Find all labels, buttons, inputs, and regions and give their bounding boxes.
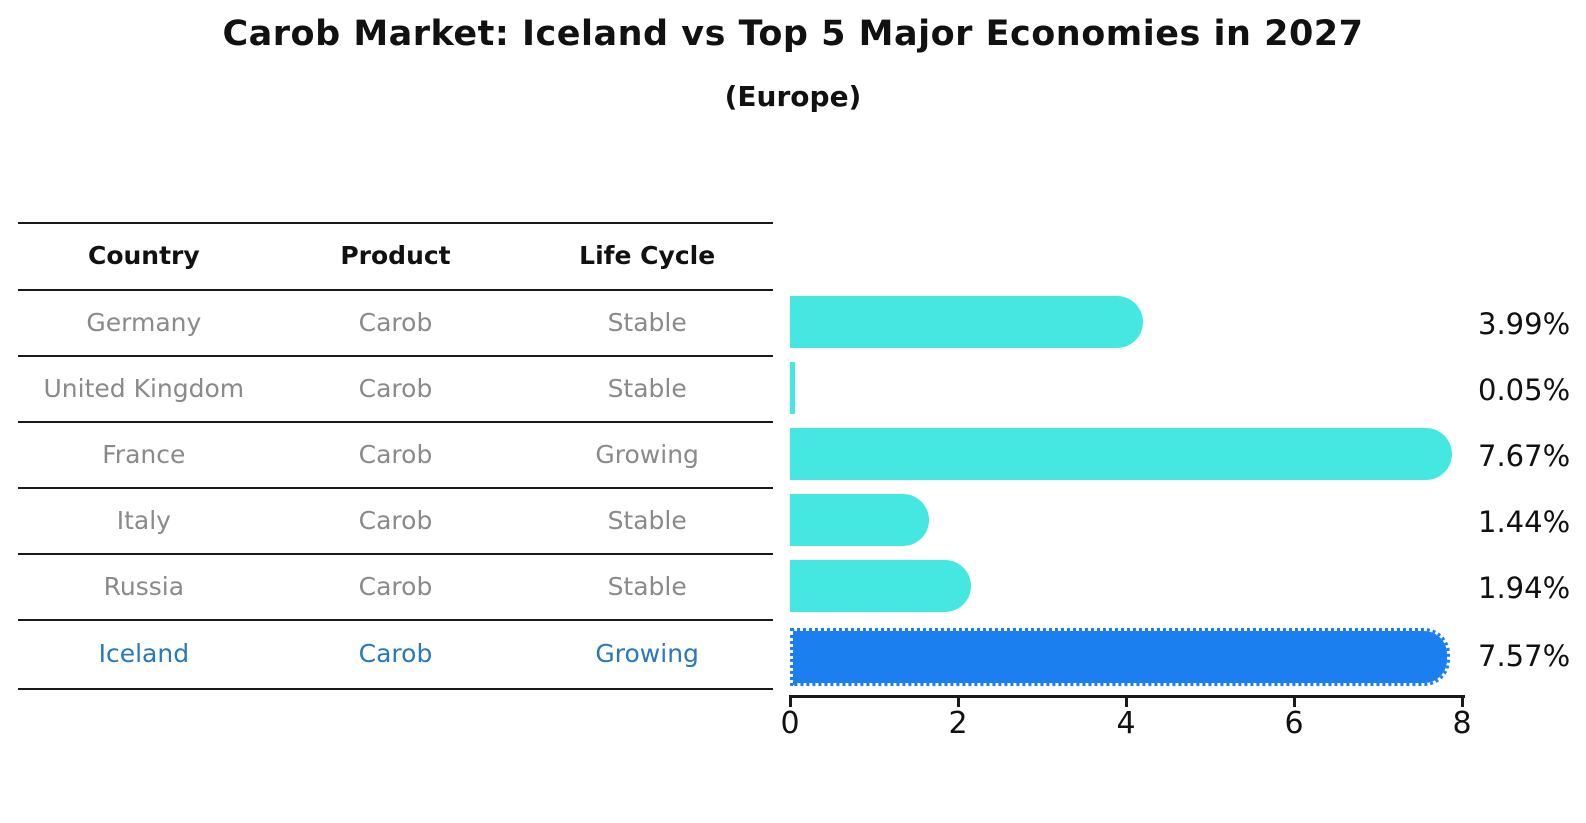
table-rule (18, 222, 773, 224)
cell-life_cycle: Stable (607, 505, 687, 535)
cell-product: Carob (358, 439, 433, 469)
cell-life_cycle: Stable (607, 307, 687, 337)
table-rule (18, 619, 773, 621)
bar-russia (790, 560, 971, 612)
value-label-iceland: 7.57% (1478, 639, 1571, 673)
cell-product: Carob (358, 373, 433, 403)
table-row-germany: Germany Carob Stable (18, 289, 773, 355)
cell-life_cycle: Growing (595, 439, 699, 469)
value-label-russia: 1.94% (1478, 571, 1571, 605)
table-rule (18, 688, 773, 690)
chart-subtitle: (Europe) (724, 80, 862, 113)
x-axis-tick (789, 695, 792, 707)
cell-country: Germany (86, 307, 202, 337)
value-label-italy: 1.44% (1478, 505, 1571, 539)
x-axis-tick (1293, 695, 1296, 707)
value-label-united-kingdom: 0.05% (1478, 373, 1571, 407)
table-header-country: Country (87, 241, 200, 270)
table-header-life-cycle: Life Cycle (579, 241, 716, 270)
x-axis-ticklabel: 2 (948, 706, 968, 741)
bar-iceland (790, 628, 1450, 686)
table-rule (18, 289, 773, 291)
x-axis-tick (1125, 695, 1128, 707)
cell-country: Russia (103, 571, 185, 601)
table-header-product: Product (340, 241, 451, 270)
table-row-iceland: Iceland Carob Growing (18, 619, 773, 688)
cell-product: Carob (358, 505, 433, 535)
cell-product: Carob (358, 307, 433, 337)
cell-country: Italy (116, 505, 171, 535)
table-row-italy: Italy Carob Stable (18, 487, 773, 553)
value-label-france: 7.67% (1478, 439, 1571, 473)
table-header-row: Country Product Life Cycle (18, 222, 773, 289)
bar-italy (790, 494, 929, 546)
x-axis-ticklabel: 6 (1284, 706, 1304, 741)
table-rule (18, 487, 773, 489)
cell-product: Carob (358, 639, 433, 668)
cell-life_cycle: Stable (607, 571, 687, 601)
x-axis-ticklabel: 4 (1116, 706, 1136, 741)
cell-product: Carob (358, 571, 433, 601)
value-label-germany: 3.99% (1478, 307, 1571, 341)
bar-united-kingdom (790, 362, 795, 414)
cell-country: Iceland (98, 639, 190, 668)
table-row-russia: Russia Carob Stable (18, 553, 773, 619)
x-axis-tick (1461, 695, 1464, 707)
cell-country: United Kingdom (43, 373, 245, 403)
x-axis-ticklabel: 0 (780, 706, 800, 741)
x-axis-tick (957, 695, 960, 707)
bar-france (790, 428, 1452, 480)
cell-country: France (102, 439, 186, 469)
bar-germany (790, 296, 1143, 348)
cell-life_cycle: Growing (595, 639, 699, 668)
table-rule (18, 355, 773, 357)
table-row-united-kingdom: United Kingdom Carob Stable (18, 355, 773, 421)
table-rule (18, 421, 773, 423)
table-rule (18, 553, 773, 555)
table-row-france: France Carob Growing (18, 421, 773, 487)
chart-title: Carob Market: Iceland vs Top 5 Major Eco… (222, 14, 1364, 54)
x-axis-ticklabel: 8 (1452, 706, 1472, 741)
cell-life_cycle: Stable (607, 373, 687, 403)
